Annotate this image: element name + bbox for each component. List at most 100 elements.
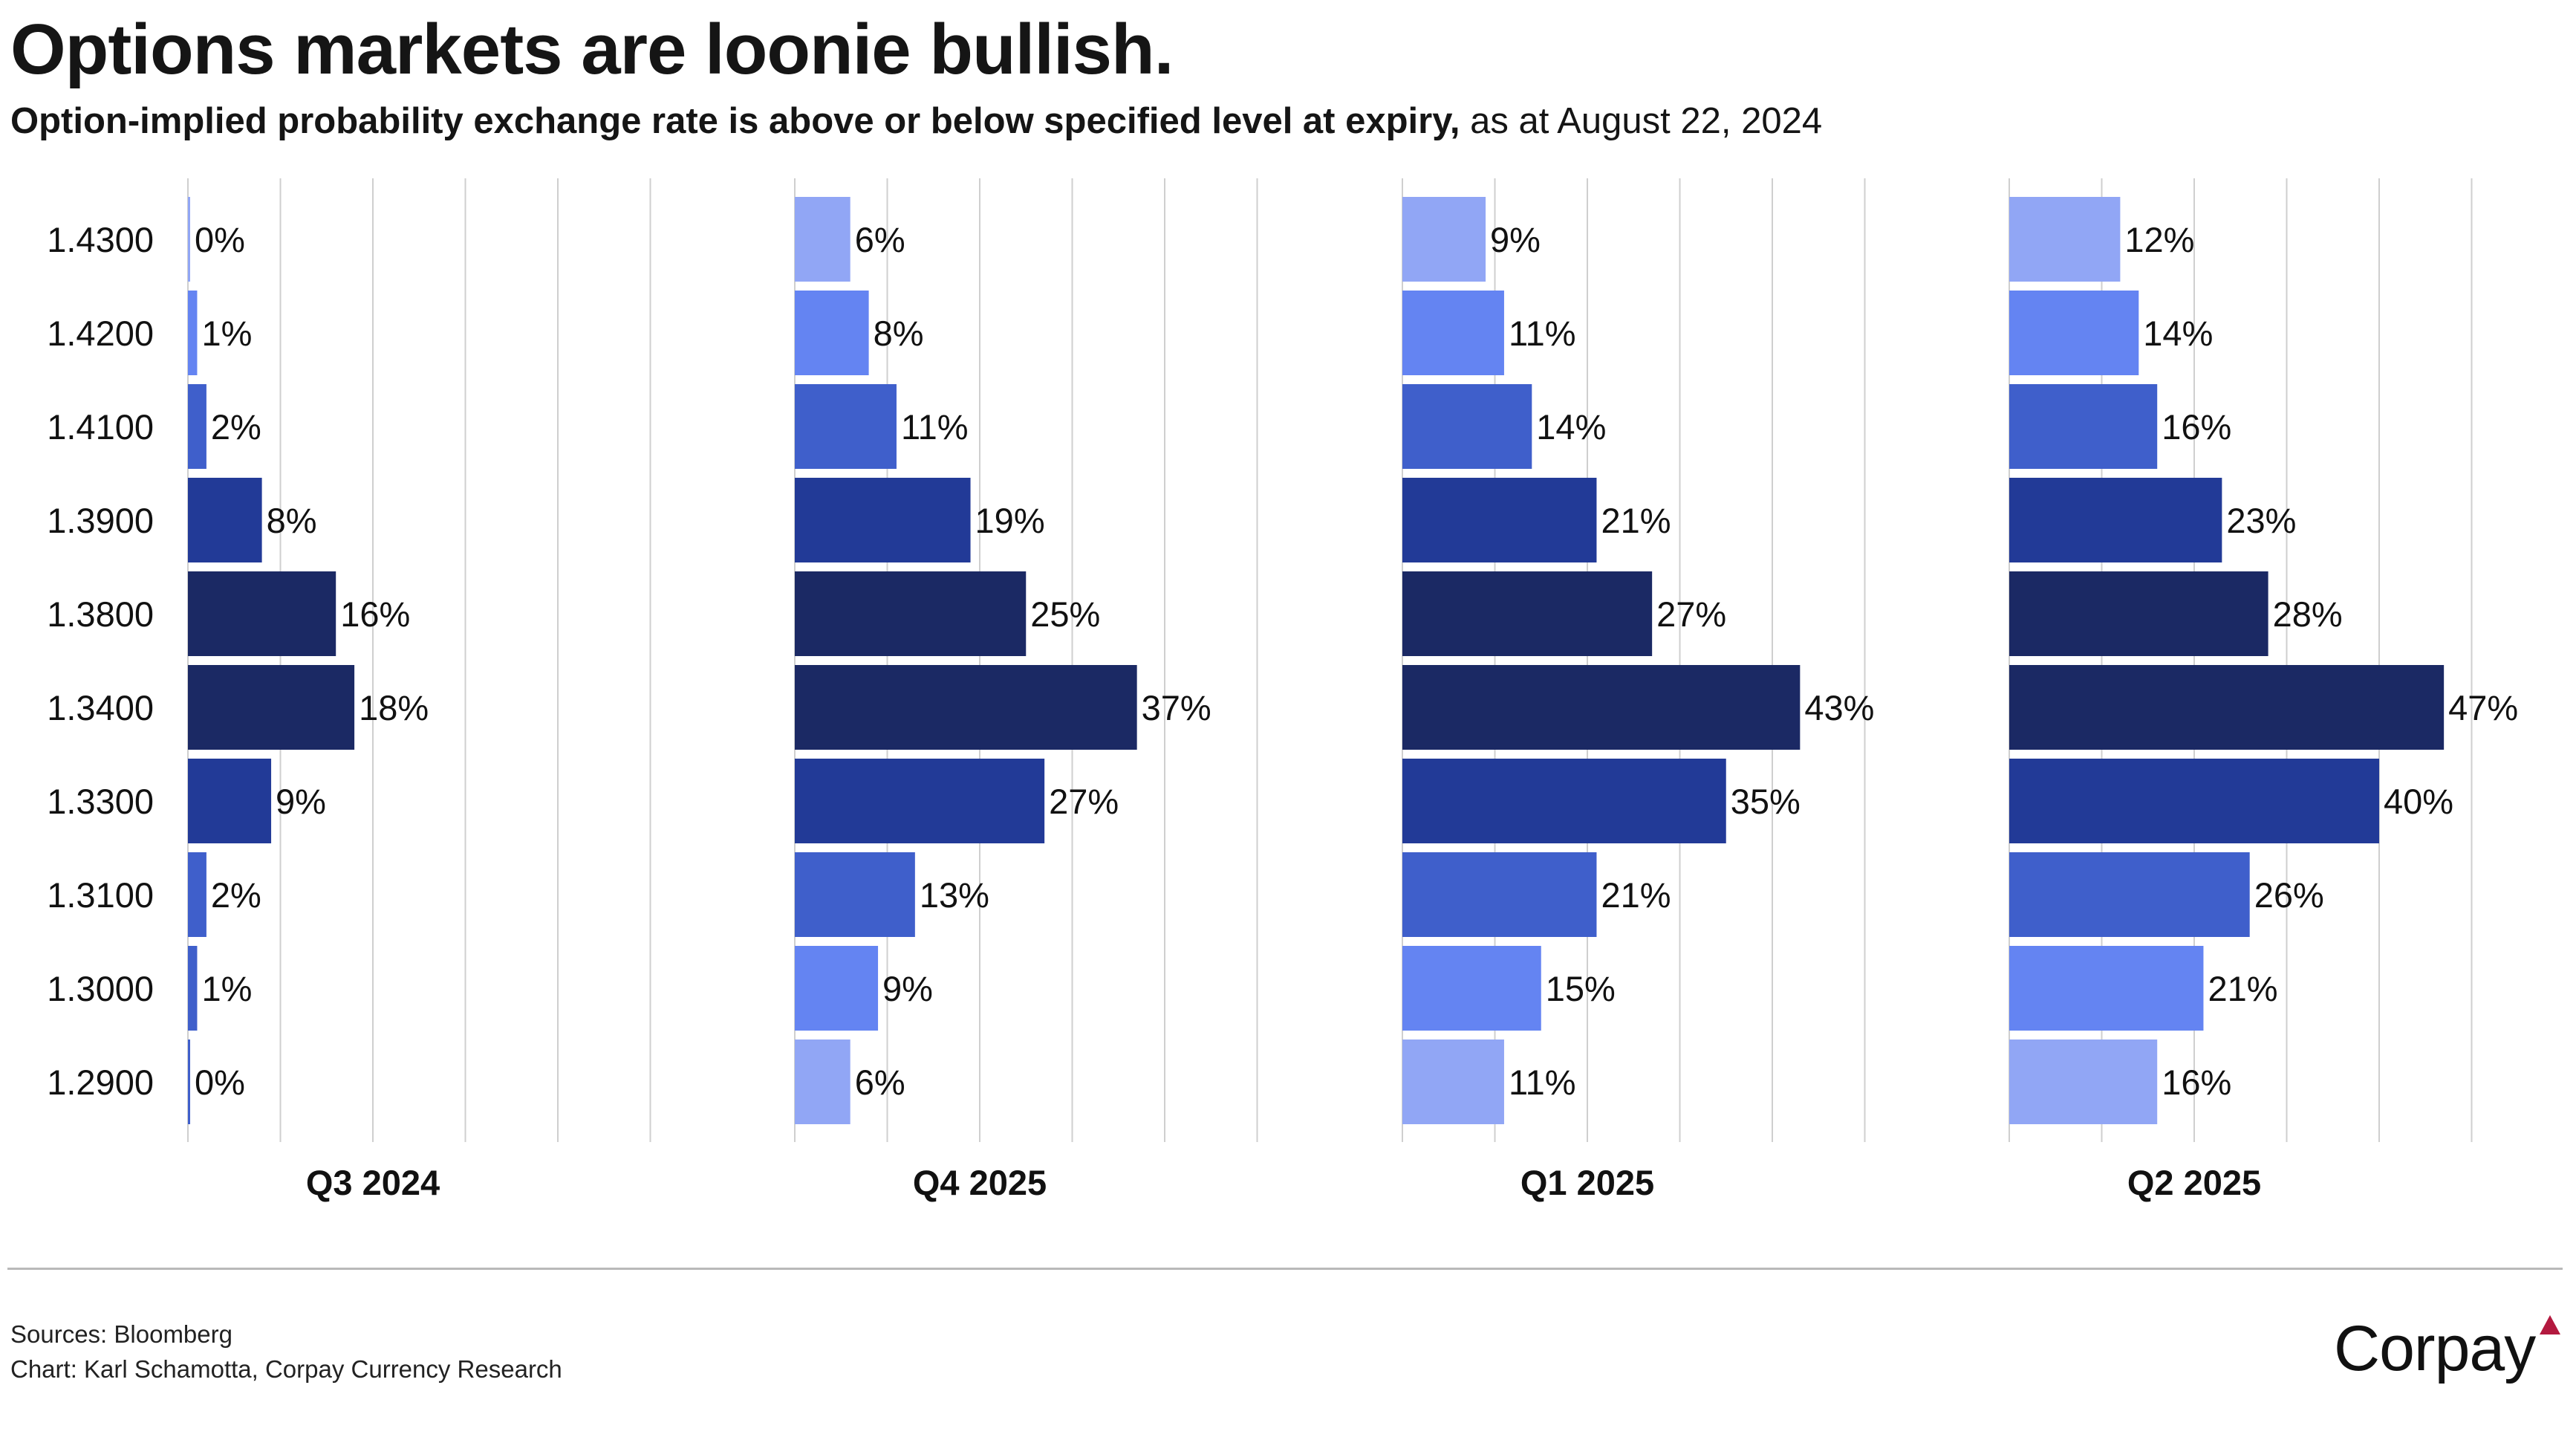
bar [1402,291,1504,375]
bar [1402,665,1801,750]
bar [795,946,879,1031]
bar [2009,665,2445,750]
data-label: 9% [1490,220,1541,259]
bar [2009,852,2250,937]
chart-title: Options markets are loonie bullish. [10,10,1174,89]
data-label: 15% [1546,969,1616,1008]
y-tick-label: 1.3800 [47,594,154,634]
y-tick-label: 1.2900 [47,1063,154,1102]
data-label: 21% [1601,875,1671,915]
data-label: 6% [855,220,905,259]
panel-label: Q1 2025 [1520,1163,1654,1202]
bar [795,571,1027,656]
corpay-logo: Corpay [2334,1313,2561,1384]
bar [795,852,915,937]
bar [188,197,190,282]
data-label: 8% [267,501,317,540]
y-tick-label: 1.4100 [47,407,154,447]
data-label: 23% [2226,501,2296,540]
data-label: 11% [1509,314,1576,353]
data-label: 9% [276,782,326,821]
bar [2009,291,2139,375]
data-label: 0% [195,1063,245,1102]
bar [795,759,1045,843]
footer-notes: Sources: Bloomberg Chart: Karl Schamotta… [10,1317,562,1387]
bars [188,197,2445,1124]
bar [188,852,206,937]
caret-up-icon [2540,1315,2561,1334]
sources-note: Sources: Bloomberg [10,1320,232,1348]
data-label: 19% [975,501,1045,540]
bar [2009,478,2222,562]
y-tick-label: 1.4300 [47,220,154,259]
data-label: 25% [1030,594,1100,634]
data-label: 35% [1731,782,1801,821]
bar [2009,197,2121,282]
data-label: 27% [1656,594,1726,634]
chart-subtitle: Option-implied probability exchange rate… [10,100,1822,143]
panel-label: Q2 2025 [2127,1163,2261,1202]
bar [188,759,272,843]
y-tick-label: 1.3000 [47,969,154,1008]
bar [2009,384,2158,469]
y-tick-label: 1.3400 [47,688,154,727]
bar [2009,1040,2158,1124]
y-tick-label: 1.3300 [47,782,154,821]
logo-text: Corpay [2334,1313,2536,1384]
bar [795,665,1137,750]
data-label: 21% [2208,969,2277,1008]
panel-label: Q3 2024 [306,1163,440,1202]
data-label: 21% [1601,501,1671,540]
value-labels: 0% 1% 2% 8% 16% 18% 9% 2% 1% 0% 6% 8% 11% 19% 25% 37% 27… [195,220,2518,1102]
bar [2009,946,2204,1031]
bar [795,1040,850,1124]
bar [188,571,336,656]
data-label: 47% [2448,688,2518,727]
data-label: 14% [2143,314,2213,353]
data-label: 40% [2384,782,2453,821]
bar [1402,759,1726,843]
bar [188,665,355,750]
data-label: 9% [882,969,933,1008]
bar [1402,852,1597,937]
data-label: 12% [2124,220,2194,259]
data-label: 1% [201,314,252,353]
subtitle-date-part: as at August 22, 2024 [1460,101,1823,141]
data-label: 1% [201,969,252,1008]
data-label: 11% [1509,1063,1576,1102]
subtitle-bold-part: Option-implied probability exchange rate… [10,101,1460,141]
data-label: 28% [2273,594,2343,634]
bar [795,197,850,282]
bar [795,384,897,469]
data-label: 37% [1142,688,1211,727]
data-label: 2% [211,407,261,447]
panel-labels: Q3 2024 Q4 2025 Q1 2025 Q2 2025 [306,1163,2261,1202]
bar [1402,1040,1504,1124]
bar [795,478,971,562]
bar [188,478,262,562]
y-tick-label: 1.3900 [47,501,154,540]
bar [188,946,198,1031]
data-label: 16% [340,594,410,634]
bar [188,1040,190,1124]
footer-divider [7,1268,2563,1270]
data-label: 0% [195,220,245,259]
data-label: 2% [211,875,261,915]
data-label: 13% [920,875,989,915]
bar [1402,946,1541,1031]
chart-credit: Chart: Karl Schamotta, Corpay Currency R… [10,1355,562,1383]
data-label: 16% [2162,407,2231,447]
data-label: 6% [855,1063,905,1102]
data-label: 27% [1049,782,1119,821]
bar [1402,478,1597,562]
y-tick-label: 1.3100 [47,875,154,915]
bar [1402,197,1486,282]
data-label: 14% [1536,407,1606,447]
bar [795,291,869,375]
data-label: 8% [874,314,924,353]
data-label: 43% [1804,688,1874,727]
y-axis-labels: 1.4300 1.4200 1.4100 1.3900 1.3800 1.3400 1.33… [47,220,154,1102]
panel-label: Q4 2025 [913,1163,1047,1202]
y-tick-label: 1.4200 [47,314,154,353]
data-label: 26% [2254,875,2324,915]
